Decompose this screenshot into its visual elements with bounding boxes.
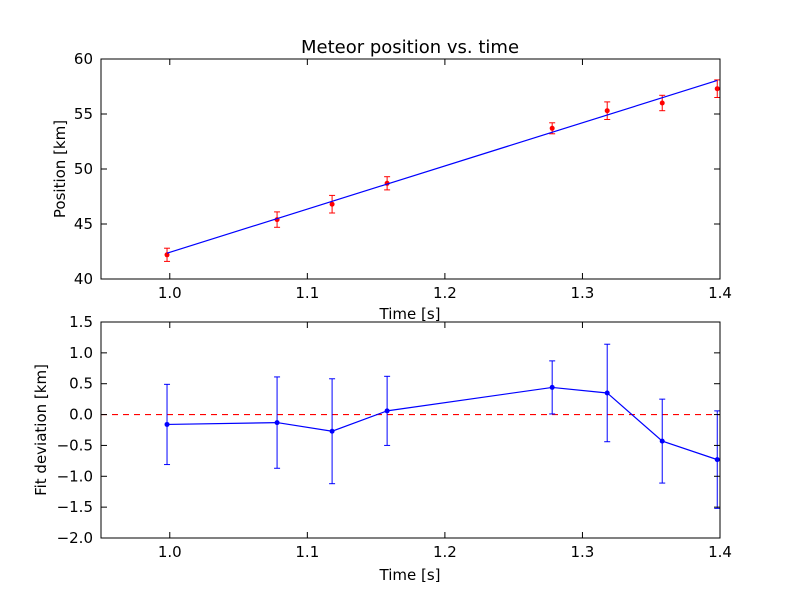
deviation-data-point: [549, 384, 555, 390]
deviation-x-tick-label: 1.0: [158, 543, 182, 561]
position-x-tick-label: 1.0: [158, 284, 182, 302]
deviation-x-tick-label: 1.3: [571, 543, 595, 561]
deviation-data-point: [659, 438, 665, 444]
deviation-y-tick-label: 0.0: [69, 406, 93, 424]
deviation-y-tick-label: −0.5: [57, 436, 93, 454]
deviation-data-point: [714, 457, 720, 463]
position-data-point: [164, 252, 170, 258]
position-data-point: [659, 100, 665, 106]
position-chart: Meteor position vs. time 1.0 1.1 1.2 1.3 1.4…: [51, 37, 732, 323]
deviation-x-tick-label: 1.1: [295, 543, 319, 561]
deviation-y-tick-label: 0.5: [69, 375, 93, 393]
chart-title: Meteor position vs. time: [301, 37, 519, 58]
position-data-point: [604, 108, 610, 114]
position-y-axis-label: Position [km]: [51, 120, 69, 218]
deviation-data-point: [164, 421, 170, 427]
deviation-data-layer: [101, 343, 721, 509]
deviation-series-line: [167, 386, 718, 461]
position-y-tick-label: 55: [74, 105, 93, 123]
position-y-tick-label: 40: [74, 270, 93, 288]
position-x-tick-label: 1.4: [708, 284, 732, 302]
position-data-point: [549, 125, 555, 131]
position-y-tick-label: 60: [74, 50, 93, 68]
position-y-tick-label: 50: [74, 160, 93, 178]
deviation-data-point: [274, 420, 280, 426]
position-data-point: [714, 86, 720, 92]
position-data-layer: [164, 79, 721, 262]
position-data-point: [329, 201, 335, 207]
deviation-chart: 1.0 1.1 1.2 1.3 1.4 −2.0 −1.5 −1.0 −0.5 0.0 0.5 1.0…: [32, 313, 732, 584]
deviation-x-tick-label: 1.4: [708, 543, 732, 561]
deviation-y-tick-label: 1.0: [69, 344, 93, 362]
position-tick-layer: 1.0 1.1 1.2 1.3 1.4 40 45 50 55 60: [74, 50, 732, 302]
deviation-y-tick-label: 1.5: [69, 313, 93, 331]
deviation-tick-layer: 1.0 1.1 1.2 1.3 1.4 −2.0 −1.5 −1.0 −0.5 0.0 0.5 1.0…: [57, 313, 732, 561]
deviation-data-point: [329, 428, 335, 434]
deviation-x-tick-label: 1.2: [433, 543, 457, 561]
deviation-data-point: [604, 390, 610, 396]
deviation-y-tick-label: −2.0: [57, 529, 93, 547]
deviation-y-tick-label: −1.0: [57, 467, 93, 485]
position-x-tick-label: 1.2: [433, 284, 457, 302]
deviation-x-axis-label: Time [s]: [379, 566, 441, 584]
position-x-tick-label: 1.3: [571, 284, 595, 302]
deviation-plot-frame: [100, 321, 721, 539]
position-y-tick-label: 45: [74, 215, 93, 233]
position-x-axis-label: Time [s]: [379, 305, 441, 323]
position-fit-line: [166, 79, 718, 254]
deviation-y-axis-label: Fit deviation [km]: [32, 364, 50, 496]
deviation-data-point: [384, 408, 390, 414]
deviation-y-tick-label: −1.5: [57, 498, 93, 516]
position-x-tick-label: 1.1: [295, 284, 319, 302]
